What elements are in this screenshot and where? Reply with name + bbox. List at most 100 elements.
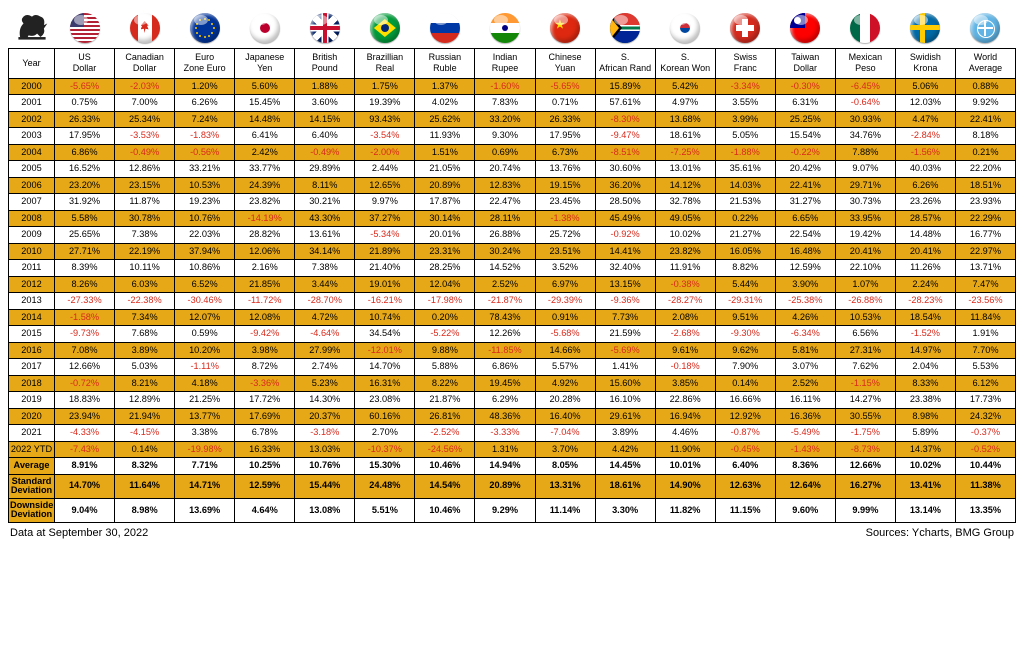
year-cell: 2007 <box>9 194 55 211</box>
value-cell: 10.11% <box>115 260 175 277</box>
value-cell: 12.08% <box>235 309 295 326</box>
value-cell: 6.65% <box>775 210 835 227</box>
value-cell: 5.42% <box>655 78 715 95</box>
value-cell: -19.98% <box>175 441 235 458</box>
value-cell: 24.39% <box>235 177 295 194</box>
value-cell: 16.48% <box>775 243 835 260</box>
value-cell: 32.40% <box>595 260 655 277</box>
value-cell: 6.86% <box>55 144 115 161</box>
column-header: JapaneseYen <box>235 49 295 79</box>
value-cell: 12.83% <box>475 177 535 194</box>
year-cell: 2015 <box>9 326 55 343</box>
value-cell: -3.53% <box>115 128 175 145</box>
value-cell: 32.78% <box>655 194 715 211</box>
value-cell: 6.56% <box>835 326 895 343</box>
value-cell: 9.88% <box>415 342 475 359</box>
value-cell: 5.23% <box>295 375 355 392</box>
table-row: 200317.95%-3.53%-1.83%6.41%6.40%-3.54%11… <box>9 128 1016 145</box>
value-cell: 22.10% <box>835 260 895 277</box>
flag-icon <box>670 13 700 43</box>
table-row: 2013-27.33%-22.38%-30.46%-11.72%-28.70%-… <box>9 293 1016 310</box>
table-row: 202023.94%21.94%13.77%17.69%20.37%60.16%… <box>9 408 1016 425</box>
value-cell: -2.00% <box>355 144 415 161</box>
value-cell: 7.24% <box>175 111 235 128</box>
value-cell: 23.31% <box>415 243 475 260</box>
value-cell: -9.30% <box>715 326 775 343</box>
flag-icon <box>970 13 1000 43</box>
value-cell: 11.87% <box>115 194 175 211</box>
value-cell: 7.08% <box>55 342 115 359</box>
year-cell: 2000 <box>9 78 55 95</box>
value-cell: 8.82% <box>715 260 775 277</box>
value-cell: 8.18% <box>955 128 1015 145</box>
value-cell: 19.23% <box>175 194 235 211</box>
value-cell: 1.37% <box>415 78 475 95</box>
value-cell: 12.04% <box>415 276 475 293</box>
value-cell: 4.26% <box>775 309 835 326</box>
summary-value-cell: 5.51% <box>355 498 415 522</box>
value-cell: 26.33% <box>55 111 115 128</box>
summary-value-cell: 10.25% <box>235 458 295 475</box>
value-cell: 30.93% <box>835 111 895 128</box>
value-cell: 10.86% <box>175 260 235 277</box>
value-cell: 6.78% <box>235 425 295 442</box>
summary-value-cell: 14.45% <box>595 458 655 475</box>
value-cell: -11.72% <box>235 293 295 310</box>
year-cell: 2022 YTD <box>9 441 55 458</box>
value-cell: 37.94% <box>175 243 235 260</box>
value-cell: 13.01% <box>655 161 715 178</box>
value-cell: 26.33% <box>535 111 595 128</box>
value-cell: 36.20% <box>595 177 655 194</box>
value-cell: 22.41% <box>775 177 835 194</box>
value-cell: 14.27% <box>835 392 895 409</box>
value-cell: 10.53% <box>175 177 235 194</box>
table-row: 2014-1.58%7.34%12.07%12.08%4.72%10.74%0.… <box>9 309 1016 326</box>
value-cell: 27.71% <box>55 243 115 260</box>
value-cell: 2.74% <box>295 359 355 376</box>
value-cell: -11.85% <box>475 342 535 359</box>
value-cell: 28.11% <box>475 210 535 227</box>
value-cell: 12.92% <box>715 408 775 425</box>
value-cell: 18.83% <box>55 392 115 409</box>
griffin-logo <box>15 11 49 41</box>
value-cell: 19.42% <box>835 227 895 244</box>
value-cell: 13.77% <box>175 408 235 425</box>
value-cell: -0.49% <box>295 144 355 161</box>
flag-cell <box>475 8 535 49</box>
value-cell: 3.85% <box>655 375 715 392</box>
column-header: Year <box>9 49 55 79</box>
value-cell: 4.72% <box>295 309 355 326</box>
value-cell: 25.25% <box>775 111 835 128</box>
value-cell: -1.15% <box>835 375 895 392</box>
value-cell: 7.88% <box>835 144 895 161</box>
value-cell: 30.55% <box>835 408 895 425</box>
value-cell: -0.37% <box>955 425 1015 442</box>
value-cell: 19.01% <box>355 276 415 293</box>
value-cell: 9.62% <box>715 342 775 359</box>
value-cell: 5.81% <box>775 342 835 359</box>
table-row: 20118.39%10.11%10.86%2.16%7.38%21.40%28.… <box>9 260 1016 277</box>
value-cell: -0.22% <box>775 144 835 161</box>
value-cell: -1.43% <box>775 441 835 458</box>
value-cell: 16.31% <box>355 375 415 392</box>
value-cell: 4.46% <box>655 425 715 442</box>
value-cell: 17.95% <box>55 128 115 145</box>
value-cell: 23.82% <box>655 243 715 260</box>
value-cell: 3.60% <box>295 95 355 112</box>
value-cell: 6.40% <box>295 128 355 145</box>
flag-cell <box>55 8 115 49</box>
value-cell: 7.38% <box>295 260 355 277</box>
value-cell: 21.25% <box>175 392 235 409</box>
value-cell: -3.33% <box>475 425 535 442</box>
value-cell: 12.66% <box>55 359 115 376</box>
table-row: 200731.92%11.87%19.23%23.82%30.21%9.97%1… <box>9 194 1016 211</box>
value-cell: -10.37% <box>355 441 415 458</box>
value-cell: -3.18% <box>295 425 355 442</box>
value-cell: 20.74% <box>475 161 535 178</box>
value-cell: 14.03% <box>715 177 775 194</box>
value-cell: -28.27% <box>655 293 715 310</box>
value-cell: 12.06% <box>235 243 295 260</box>
value-cell: 25.62% <box>415 111 475 128</box>
value-cell: -4.64% <box>295 326 355 343</box>
value-cell: 31.27% <box>775 194 835 211</box>
